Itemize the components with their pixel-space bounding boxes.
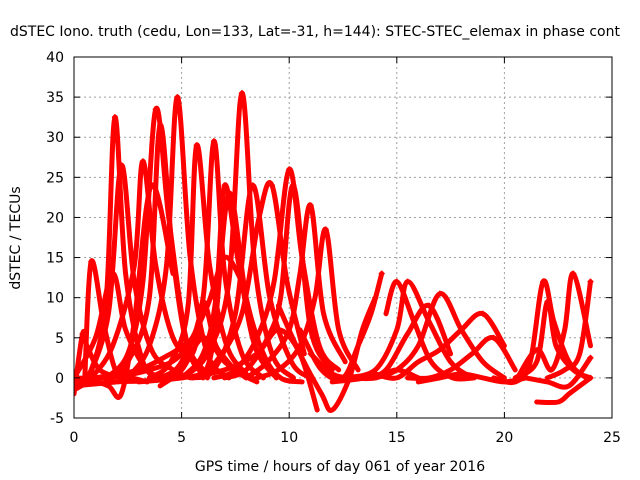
series-trace [243, 202, 348, 381]
series-trace [74, 328, 124, 397]
y-tick-label: 10 [46, 291, 64, 307]
series-trace [254, 226, 361, 381]
axis-ticks: 0 5 10 15 20 25 -5 0 5 10 15 20 25 30 35 40 [46, 50, 621, 446]
series-trace [308, 351, 421, 382]
series-peak-marker [193, 142, 200, 149]
series-peak-marker [79, 330, 86, 337]
plot-area [74, 90, 594, 413]
y-tick-label: 30 [46, 130, 64, 146]
series-peak-marker [200, 334, 207, 341]
series-peak-marker [210, 138, 217, 145]
x-axis-title: GPS time / hours of day 061 of year 2016 [195, 459, 485, 475]
series-peak-marker [570, 270, 577, 277]
series-peak-marker [111, 114, 118, 121]
series-peak-marker [587, 354, 594, 361]
series-peak-marker [587, 374, 594, 381]
series-peak-marker [249, 182, 256, 189]
x-tick-label: 25 [603, 430, 621, 446]
y-tick-label: 25 [46, 170, 64, 186]
series-peak-marker [88, 258, 95, 265]
x-tick-label: 5 [177, 430, 186, 446]
series-peak-marker [458, 370, 465, 377]
series-trace [82, 258, 150, 385]
series-trace [297, 271, 385, 382]
series-trace [523, 355, 593, 390]
series-peak-marker [436, 290, 443, 297]
y-tick-label: 5 [55, 331, 64, 347]
series-peak-marker [378, 270, 385, 277]
series-trace [512, 271, 593, 385]
x-tick-label: 15 [388, 430, 406, 446]
series-peak-marker [268, 182, 275, 189]
series-peak-marker [393, 278, 400, 285]
x-tick-label: 10 [280, 430, 298, 446]
x-tick-label: 20 [495, 430, 513, 446]
series-trace [189, 180, 307, 381]
series-peak-marker [286, 166, 293, 173]
series-peak-marker [174, 94, 181, 101]
series-peak-marker [157, 122, 164, 129]
series-peak-marker [221, 182, 228, 189]
series-peak-marker [307, 350, 314, 357]
y-tick-label: 40 [46, 50, 64, 66]
chart-title: dSTEC Iono. truth (cedu, Lon=133, Lat=-3… [10, 24, 620, 40]
y-tick-label: 0 [55, 371, 64, 387]
y-tick-label: 15 [46, 251, 64, 267]
series-trace [534, 375, 593, 406]
series-peak-marker [139, 158, 146, 165]
series-peak-marker [290, 182, 297, 189]
series-peak-marker [238, 90, 245, 97]
series-peak-marker [118, 162, 125, 169]
series-peak-marker [322, 226, 329, 233]
series-peak-marker [490, 334, 497, 341]
plot-frame [73, 56, 613, 419]
series-peak-marker [225, 190, 232, 197]
series-peak-marker [404, 278, 411, 285]
y-tick-label: 35 [46, 90, 64, 106]
series-trace [84, 162, 193, 385]
series-peak-marker [587, 278, 594, 285]
series-peak-marker [152, 106, 159, 113]
y-tick-label: 20 [46, 210, 64, 226]
series-trace [512, 299, 593, 381]
series-peak-marker [307, 202, 314, 209]
x-tick-label: 0 [70, 430, 79, 446]
y-axis-title: dSTEC / TECUs [8, 186, 24, 289]
series-peak-marker [540, 278, 547, 285]
series-peak-marker [200, 298, 207, 305]
series-trace [544, 279, 593, 381]
y-tick-label: -5 [50, 411, 64, 427]
series-peak-marker [544, 298, 551, 305]
series-peak-marker [275, 326, 282, 333]
series-peak-marker [479, 310, 486, 317]
